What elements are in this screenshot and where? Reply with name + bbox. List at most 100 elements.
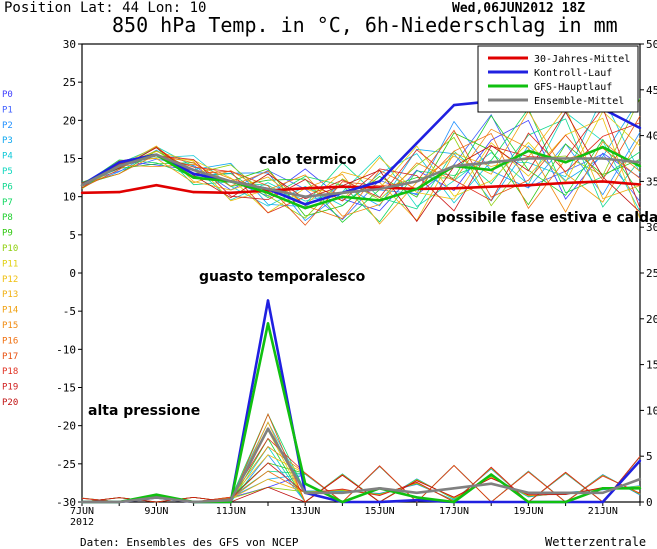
series-point-gfs-hauptlauf-right <box>564 500 567 504</box>
y-left-tick-label: 10 <box>63 191 76 204</box>
series-point-30-jahres-mittel-left <box>341 185 344 188</box>
series-line-gfs-hauptlauf-right <box>82 322 640 504</box>
member-label-p9: P9 <box>2 229 13 239</box>
series-point-30-jahres-mittel-left <box>80 191 84 195</box>
annotation-high: alta pressione <box>88 403 200 419</box>
y-left-tick-label: -25 <box>56 458 76 471</box>
y-right-tick-label: 20 <box>646 313 657 326</box>
series-point-kontroll-lauf-left <box>452 103 456 107</box>
x-tick-label: 17JUN <box>439 506 469 517</box>
series-point-gfs-hauptlauf-right <box>155 493 158 496</box>
member-label-p13: P13 <box>2 290 18 300</box>
member-label-p18: P18 <box>2 367 18 377</box>
series-line-ensemble-mittel-right <box>82 427 641 504</box>
member-label-p14: P14 <box>2 306 18 316</box>
series-point-kontroll-lauf-right <box>266 299 270 302</box>
series-point-ensemble-mittel-right <box>304 491 307 495</box>
series-point-ensemble-mittel-right <box>229 498 232 502</box>
x-tick-label: 21JUN <box>588 506 618 517</box>
y-right-tick-label: 50 <box>646 38 657 51</box>
series-point-gfs-hauptlauf-right <box>527 500 530 504</box>
member-label-p0: P0 <box>2 90 13 100</box>
x-tick-label: 11JUN <box>216 506 246 517</box>
legend-label-kontroll: Kontroll-Lauf <box>534 68 612 79</box>
member-label-p6: P6 <box>2 182 13 192</box>
member-line-p17 <box>81 115 641 226</box>
annotation-storm: guasto temporalesco <box>199 269 366 285</box>
series-point-gfs-hauptlauf-left <box>527 149 530 153</box>
series-point-30-jahres-mittel-left <box>638 183 642 186</box>
series-point-gfs-hauptlauf-right <box>490 473 493 476</box>
series-point-ensemble-mittel-left <box>378 187 381 191</box>
series-point-gfs-hauptlauf-right <box>341 500 344 504</box>
y-right-tick-label: 5 <box>646 450 653 463</box>
y-right-tick-label: 30 <box>646 221 657 234</box>
legend-label-gfs: GFS-Hauptlauf <box>534 82 612 93</box>
series-point-30-jahres-mittel-left <box>452 187 456 190</box>
series-point-ensemble-mittel-left <box>155 153 158 156</box>
series-line-kontroll-lauf-right <box>82 299 641 504</box>
run-date: Wed,06JUN2012 18Z <box>452 1 585 16</box>
series-point-30-jahres-mittel-left <box>118 190 121 194</box>
series-point-gfs-hauptlauf-left <box>490 168 493 172</box>
series-point-30-jahres-mittel-left <box>229 191 232 195</box>
legend-label-mittel: 30-Jahres-Mittel <box>534 54 630 65</box>
series-point-kontroll-lauf-right <box>490 500 493 504</box>
member-label-p3: P3 <box>2 136 13 146</box>
series-point-ensemble-mittel-left <box>415 180 418 183</box>
y-right-tick-label: 45 <box>646 84 657 97</box>
series-point-ensemble-mittel-right <box>638 477 642 481</box>
x-tick-label-year: 2012 <box>70 517 94 528</box>
series-point-ensemble-mittel-left <box>192 168 195 172</box>
y-left-tick-label: 25 <box>63 76 76 89</box>
y-left-tick-label: -30 <box>56 496 76 509</box>
y-left-tick-label: -20 <box>56 420 76 433</box>
series-point-ensemble-mittel-left <box>266 187 270 191</box>
annotation-heat: calo termico <box>259 152 357 168</box>
x-tick-label: 19JUN <box>513 506 543 517</box>
series-point-30-jahres-mittel-left <box>564 181 567 185</box>
series-point-gfs-hauptlauf-left <box>638 164 642 168</box>
member-label-p11: P11 <box>2 259 18 269</box>
series-point-ensemble-mittel-right <box>490 482 493 485</box>
member-label-p1: P1 <box>2 105 13 115</box>
series-line-kontroll-lauf-left <box>81 96 641 206</box>
series-point-gfs-hauptlauf-right <box>304 482 307 485</box>
main-series-lines <box>80 96 642 504</box>
y-left-tick-label: 15 <box>63 153 76 166</box>
series-point-ensemble-mittel-right <box>378 487 381 490</box>
series-line-gfs-hauptlauf-left <box>81 145 641 210</box>
series-point-gfs-hauptlauf-left <box>192 176 195 179</box>
series-point-ensemble-mittel-right <box>118 500 121 504</box>
series-point-30-jahres-mittel-left <box>527 184 530 187</box>
series-point-gfs-hauptlauf-right <box>452 500 456 504</box>
series-point-kontroll-lauf-left <box>638 126 642 130</box>
series-point-kontroll-lauf-left <box>304 203 307 206</box>
series-point-30-jahres-mittel-left <box>601 180 604 183</box>
x-tick-label: 9JUN <box>144 506 168 517</box>
series-point-ensemble-mittel-left <box>527 157 530 160</box>
series-point-ensemble-mittel-right <box>266 427 270 430</box>
series-point-ensemble-mittel-left <box>341 191 344 195</box>
lat-lon-label: Lat: 44 Lon: 10 <box>80 0 206 16</box>
footer-brand: Wetterzentrale <box>545 535 646 549</box>
series-point-ensemble-mittel-right <box>527 491 530 495</box>
series-point-30-jahres-mittel-left <box>304 187 307 190</box>
series-point-ensemble-mittel-right <box>155 496 158 499</box>
chart-title: 850 hPa Temp. in °C, 6h-Niederschlag in … <box>112 13 618 37</box>
position-label: Position <box>4 0 71 16</box>
series-point-ensemble-mittel-left <box>304 195 307 198</box>
series-point-ensemble-mittel-left <box>118 164 121 168</box>
member-label-p4: P4 <box>2 152 13 162</box>
series-point-gfs-hauptlauf-right <box>601 487 604 490</box>
series-point-ensemble-mittel-left <box>452 164 456 168</box>
y-right-tick-label: 40 <box>646 130 657 143</box>
y-left-tick-label: 20 <box>63 114 76 127</box>
member-label-p7: P7 <box>2 198 13 208</box>
annotation-summer: possibile fase estiva e calda <box>436 210 657 226</box>
series-point-gfs-hauptlauf-left <box>601 145 604 149</box>
member-label-p20: P20 <box>2 398 18 408</box>
